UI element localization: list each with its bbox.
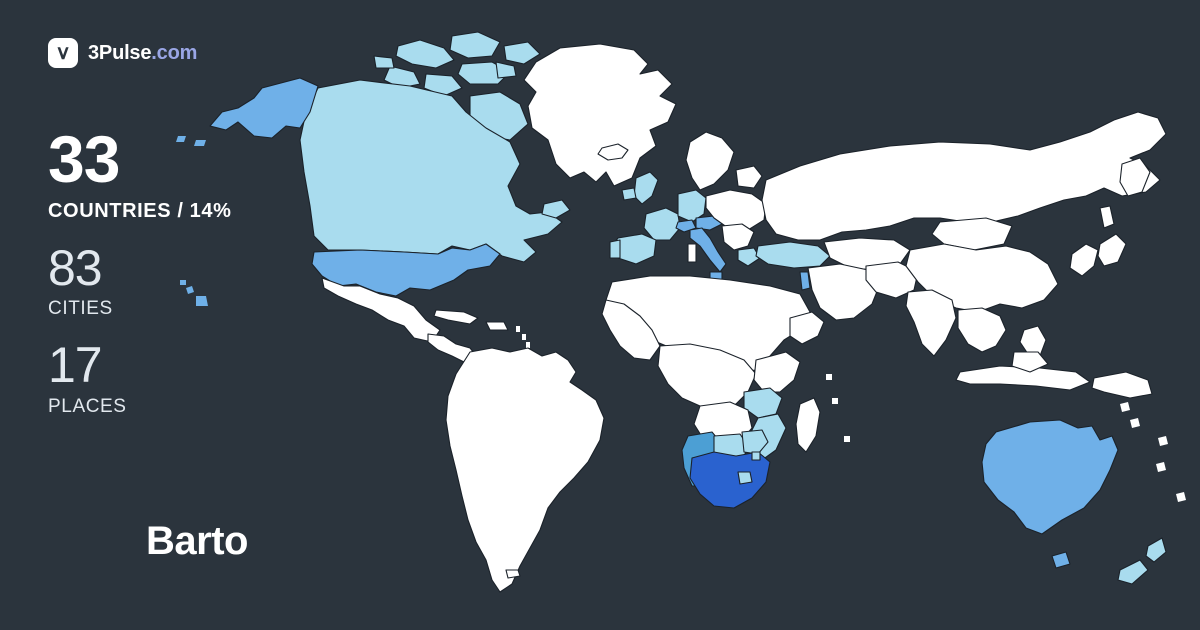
stat-places: 17 PLACES [48, 337, 378, 418]
region-newfoundland[interactable] [541, 199, 571, 219]
country-israel-levant[interactable] [799, 271, 811, 291]
country-italy[interactable] [689, 227, 727, 273]
checkmark-badge-icon [48, 38, 78, 68]
stat-cities: 83 CITIES [48, 239, 378, 321]
country-lesotho[interactable] [737, 471, 753, 485]
region-sardinia-corsica[interactable] [687, 243, 697, 263]
map-landmasses [176, 31, 1186, 593]
country-australia[interactable] [981, 419, 1119, 535]
region-canadian-arctic-f[interactable] [423, 73, 463, 97]
region-korea-japan[interactable] [1069, 243, 1099, 277]
country-new-zealand-south[interactable] [1117, 559, 1149, 585]
region-hawaii[interactable] [180, 280, 208, 306]
region-ireland[interactable] [621, 187, 637, 201]
brand-wordmark: 3Pulse.com [88, 43, 197, 63]
island-iceland[interactable] [597, 143, 629, 161]
region-arctic-islet-a[interactable] [495, 61, 517, 79]
region-arctic-islet-b[interactable] [373, 55, 395, 69]
region-central-africa[interactable] [657, 343, 757, 411]
stat-countries-label: COUNTRIES / 14% [48, 199, 232, 222]
country-south-africa[interactable] [689, 451, 771, 509]
region-middle-east[interactable] [807, 263, 881, 321]
stat-cities-value: 83 [48, 239, 103, 296]
username-label: Barto [146, 519, 248, 563]
stat-countries: 33 COUNTRIES / 14% [48, 122, 378, 223]
country-france[interactable] [643, 207, 681, 241]
country-greenland[interactable] [523, 43, 677, 187]
country-eswatini[interactable] [751, 451, 761, 461]
region-horn-of-africa[interactable] [789, 311, 825, 345]
region-baltics[interactable] [735, 165, 763, 189]
stats-panel: 33 COUNTRIES / 14% 83 CITIES 17 PLACES [48, 122, 378, 418]
region-southeast-asia[interactable] [957, 307, 1007, 353]
region-scandinavia[interactable] [685, 131, 735, 191]
region-canadian-arctic-b[interactable] [449, 31, 501, 59]
country-russia[interactable] [761, 111, 1167, 241]
country-india[interactable] [905, 289, 957, 357]
region-new-guinea[interactable] [1091, 371, 1153, 399]
country-canada[interactable] [299, 79, 563, 263]
country-iran[interactable] [865, 261, 919, 299]
region-japan-honshu[interactable] [1097, 233, 1127, 267]
country-zimbabwe[interactable] [741, 429, 769, 455]
region-hispaniola[interactable] [485, 321, 509, 331]
region-balkans[interactable] [721, 223, 755, 251]
region-tasmania[interactable] [1051, 551, 1071, 569]
region-falklands[interactable] [505, 569, 521, 579]
country-germany[interactable] [677, 189, 707, 223]
region-aleutian-islands[interactable] [176, 136, 206, 146]
brand-tld: .com [151, 42, 198, 64]
region-borneo[interactable] [1011, 351, 1049, 373]
region-alaska[interactable] [209, 77, 319, 139]
region-kamchatka[interactable] [1119, 157, 1151, 197]
region-central-europe[interactable] [705, 189, 767, 231]
stat-cities-label: CITIES [48, 298, 113, 320]
region-madagascar[interactable] [795, 397, 821, 453]
stat-countries-value: 33 [48, 122, 120, 196]
region-west-africa[interactable] [601, 299, 661, 361]
region-canadian-arctic-a[interactable] [395, 39, 455, 69]
country-greece[interactable] [737, 247, 761, 267]
brand-name: 3Pulse [88, 42, 152, 64]
continent-south-america[interactable] [445, 347, 605, 593]
region-cuba[interactable] [433, 309, 479, 325]
region-east-africa[interactable] [753, 351, 801, 393]
brand-logo[interactable]: 3Pulse.com [48, 38, 197, 68]
stat-places-label: PLACES [48, 395, 127, 417]
country-mongolia[interactable] [931, 217, 1013, 251]
country-portugal[interactable] [609, 239, 621, 259]
country-new-zealand-north[interactable] [1145, 537, 1167, 563]
region-sakhalin[interactable] [1099, 205, 1115, 229]
region-canadian-arctic-d[interactable] [503, 41, 541, 65]
stat-places-value: 17 [48, 337, 103, 394]
